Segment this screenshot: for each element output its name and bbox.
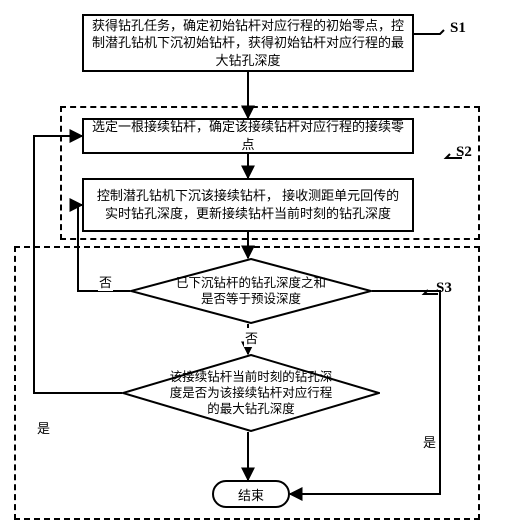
edge-d1-yes: 是: [422, 432, 437, 451]
flowchart-canvas: 获得钻孔任务，确定初始钻杆对应行程的初始零点，控制潜孔钻机下沉初始钻杆，获得初始…: [0, 0, 518, 529]
decision-d2: 该接续钻杆当前时刻的钻孔深度是否为该接续钻杆对应行程的最大钻孔深度: [122, 354, 380, 432]
step-s2a-text: 选定一根接续钻杆，确定该接续钻杆对应行程的接续零点: [92, 118, 404, 153]
step-s1-box: 获得钻孔任务，确定初始钻杆对应行程的初始零点，控制潜孔钻机下沉初始钻杆，获得初始…: [82, 14, 414, 72]
step-s1-text: 获得钻孔任务，确定初始钻杆对应行程的初始零点，控制潜孔钻机下沉初始钻杆，获得初始…: [92, 17, 404, 70]
step-s2b-box: 控制潜孔钻机下沉该接续钻杆， 接收测距单元回传的实时钻孔深度，更新接续钻杆当前时…: [82, 178, 414, 232]
end-text: 结束: [238, 485, 264, 504]
edge-d1-no: 否: [98, 272, 113, 291]
edge-d2-no: 否: [244, 328, 259, 347]
end-terminator: 结束: [212, 480, 290, 508]
step-s2b-text: 控制潜孔钻机下沉该接续钻杆， 接收测距单元回传的实时钻孔深度，更新接续钻杆当前时…: [92, 187, 404, 222]
step-s2a-box: 选定一根接续钻杆，确定该接续钻杆对应行程的接续零点: [82, 118, 414, 154]
edge-d2-yes: 是: [36, 418, 51, 437]
stage-label-s1: S1: [450, 20, 466, 37]
decision-d1-text: 已下沉钻杆的钻孔深度之和是否等于预设深度: [176, 276, 326, 306]
decision-d1: 已下沉钻杆的钻孔深度之和是否等于预设深度: [130, 258, 372, 324]
decision-d2-text: 该接续钻杆当前时刻的钻孔深度是否为该接续钻杆对应行程的最大钻孔深度: [170, 370, 333, 417]
stage-label-s3: S3: [436, 280, 452, 297]
stage-label-s2: S2: [456, 144, 472, 161]
